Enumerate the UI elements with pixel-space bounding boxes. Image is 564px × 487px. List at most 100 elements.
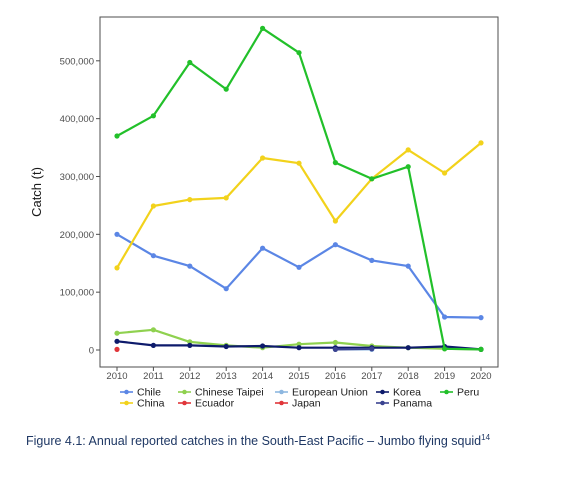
data-point [187, 197, 193, 203]
data-point [442, 314, 448, 320]
series-china [114, 140, 484, 271]
data-point [260, 343, 266, 349]
series-ecuador [114, 346, 120, 352]
data-point [332, 160, 338, 166]
data-point [150, 327, 156, 333]
legend-item-ecuador: Ecuador [178, 398, 235, 410]
data-point [114, 338, 120, 344]
y-tick-label: 200,000 [60, 230, 94, 241]
x-tick-label: 2011 [143, 371, 163, 382]
figure-caption: Figure 4.1: Annual reported catches in t… [26, 432, 491, 448]
data-point [296, 264, 302, 270]
legend-label: Peru [457, 387, 479, 399]
caption-footnote: 14 [481, 432, 491, 442]
legend-swatch-point [380, 400, 385, 406]
legend-label: European Union [292, 387, 368, 399]
legend-label: Ecuador [195, 398, 235, 410]
data-point [405, 164, 411, 170]
x-tick-label: 2016 [325, 371, 346, 382]
data-point [405, 345, 411, 351]
series-line-peru [116, 27, 482, 351]
x-tick-label: 2019 [434, 371, 455, 382]
y-axis: 0 100,000 200,000 300,000 400,000 500,000 [60, 56, 100, 357]
x-tick-label: 2012 [179, 371, 200, 382]
legend-label: Japan [292, 398, 321, 410]
series-chile [114, 231, 484, 321]
data-point [223, 343, 229, 350]
data-point [187, 342, 193, 348]
data-point [442, 170, 448, 176]
data-point [114, 265, 120, 271]
legend-label: China [137, 398, 165, 410]
legend-item-chinese-taipei: Chinese Taipei [178, 387, 264, 399]
legend-swatch-point [124, 389, 129, 395]
legend-swatch-point [279, 389, 284, 395]
data-point [405, 263, 411, 269]
data-point [260, 245, 266, 251]
data-point [405, 147, 411, 153]
legend-label: Panama [393, 398, 432, 410]
data-point [150, 203, 156, 209]
x-tick-label: 2013 [216, 371, 237, 382]
legend-item-korea: Korea [376, 387, 421, 399]
data-point [296, 160, 302, 166]
x-tick-label: 2010 [106, 371, 127, 382]
data-point [260, 155, 266, 161]
y-tick-label: 0 [89, 346, 94, 357]
data-point [332, 339, 338, 346]
data-point [150, 113, 156, 119]
data-point [369, 346, 375, 352]
data-point [114, 330, 120, 336]
x-tick-label: 2015 [288, 371, 309, 382]
data-point [114, 133, 120, 139]
legend-swatch-point [182, 389, 187, 395]
data-point [332, 218, 338, 224]
legend-label: Korea [393, 387, 421, 399]
series-panama [332, 346, 375, 352]
x-tick-label: 2017 [361, 371, 382, 382]
data-point [332, 346, 338, 352]
legend-item-peru: Peru [440, 387, 479, 399]
data-point [442, 346, 448, 352]
legend-swatch-point [444, 389, 449, 395]
legend-swatch-point [279, 400, 284, 406]
series-line-panama [335, 347, 372, 351]
legend-item-panama: Panama [376, 398, 432, 410]
x-tick-label: 2018 [398, 371, 419, 382]
legend-label: Chinese Taipei [195, 387, 264, 399]
series-korea [114, 338, 484, 352]
data-point [296, 50, 302, 56]
data-point [369, 176, 375, 182]
legend-swatch-point [124, 400, 129, 406]
data-point [150, 253, 156, 259]
legend-swatch-point [182, 400, 187, 406]
data-point [150, 342, 156, 348]
legend-item-china: China [120, 398, 165, 410]
legend-swatch-point [380, 389, 385, 395]
x-tick-label: 2020 [470, 371, 491, 382]
legend-label: Chile [137, 387, 161, 399]
y-tick-label: 100,000 [60, 288, 94, 299]
legend-item-japan: Japan [275, 398, 321, 410]
data-point [478, 140, 484, 146]
data-point [223, 286, 229, 292]
data-point [114, 346, 120, 352]
data-point [478, 315, 484, 321]
caption-text: Figure 4.1: Annual reported catches in t… [26, 434, 482, 448]
data-point [223, 195, 229, 201]
data-point [223, 86, 229, 92]
data-point [478, 346, 484, 352]
y-tick-label: 400,000 [60, 114, 94, 125]
data-point [260, 25, 266, 31]
legend-item-chile: Chile [120, 387, 161, 399]
x-tick-label: 2014 [252, 371, 273, 382]
x-axis: 2010 2011 2012 2013 2014 2015 2016 2017 2018 2019… [106, 367, 492, 382]
y-axis-label: Catch (t) [29, 167, 44, 217]
data-point [187, 263, 193, 269]
data-point [332, 242, 338, 248]
series-line-chile [116, 233, 482, 319]
legend-item-european-union: European Union [275, 387, 368, 399]
series-peru [114, 25, 484, 352]
data-point [296, 345, 302, 351]
